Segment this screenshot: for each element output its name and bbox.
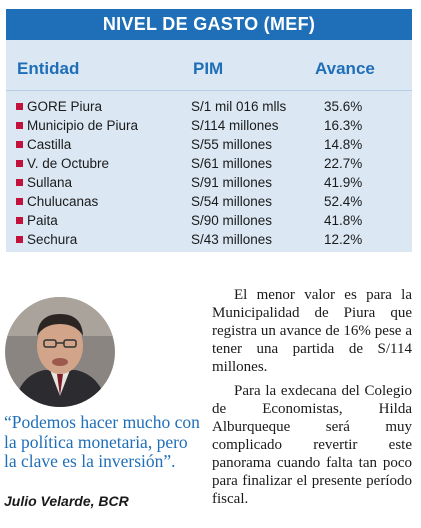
cell-entidad: GORE Piura (27, 99, 103, 114)
table-row: Municipio de Piura S/114 millones 16.3% (6, 116, 412, 135)
quote-author: Julio Velarde, BCR (4, 493, 129, 509)
bullet-icon (16, 217, 23, 224)
cell-entidad: Paita (27, 213, 58, 228)
cell-entidad: V. de Octubre (27, 156, 110, 171)
cell-pim: S/91 millones (191, 175, 273, 190)
cell-entidad: Castilla (27, 137, 72, 152)
cell-avance: 35.6% (324, 99, 363, 114)
cell-entidad: Sechura (27, 232, 78, 247)
cell-avance: 14.8% (324, 137, 363, 152)
cell-entidad: Municipio de Piura (27, 118, 139, 133)
table-body: GORE Piura S/1 mil 016 mlls 35.6% Munici… (6, 97, 412, 249)
bullet-icon (16, 141, 23, 148)
cell-avance: 22.7% (324, 156, 363, 171)
bullet-icon (16, 236, 23, 243)
table-row: Paita S/90 millones 41.8% (6, 211, 412, 230)
cell-pim: S/55 millones (191, 137, 273, 152)
cell-avance: 16.3% (324, 118, 363, 133)
table-row: Chulucanas S/54 millones 52.4% (6, 192, 412, 211)
bullet-icon (16, 160, 23, 167)
cell-pim: S/90 millones (191, 213, 273, 228)
cell-pim: S/43 millones (191, 232, 273, 247)
table-row: Sechura S/43 millones 12.2% (6, 230, 412, 249)
cell-avance: 52.4% (324, 194, 363, 209)
bullet-icon (16, 122, 23, 129)
cell-avance: 12.2% (324, 232, 363, 247)
cell-avance: 41.8% (324, 213, 363, 228)
cell-entidad: Sullana (27, 175, 73, 190)
table-row: Sullana S/91 millones 41.9% (6, 173, 412, 192)
cell-pim: S/114 millones (191, 118, 279, 133)
header-pim: PIM (193, 59, 224, 78)
article-paragraph: El menor valor es para la Municipalidad … (212, 287, 412, 375)
spending-table: NIVEL DE GASTO (MEF) Entidad PIM Avance … (6, 9, 412, 252)
bullet-icon (16, 103, 23, 110)
header-entidad: Entidad (17, 59, 80, 78)
table-title: NIVEL DE GASTO (MEF) (6, 9, 412, 40)
article-paragraph: Para la exdecana del Colegio de Economis… (212, 383, 412, 507)
table-row: Castilla S/55 millones 14.8% (6, 135, 412, 154)
cell-avance: 41.9% (324, 175, 363, 190)
cell-pim: S/61 millones (191, 156, 273, 171)
bullet-icon (16, 198, 23, 205)
table-row: GORE Piura S/1 mil 016 mlls 35.6% (6, 97, 412, 116)
cell-pim: S/1 mil 016 mlls (191, 99, 287, 114)
portrait-photo (4, 296, 116, 408)
cell-pim: S/54 millones (191, 194, 273, 209)
article-body: El menor valor es para la Municipalidad … (212, 286, 412, 508)
person-portrait-icon (5, 297, 115, 407)
pull-quote: “Podemos hacer mucho con la política mon… (4, 412, 200, 471)
table-row: V. de Octubre S/61 millones 22.7% (6, 154, 412, 173)
cell-entidad: Chulucanas (27, 194, 99, 209)
table-header-row: Entidad PIM Avance (6, 40, 412, 91)
header-avance: Avance (315, 59, 375, 78)
bullet-icon (16, 179, 23, 186)
